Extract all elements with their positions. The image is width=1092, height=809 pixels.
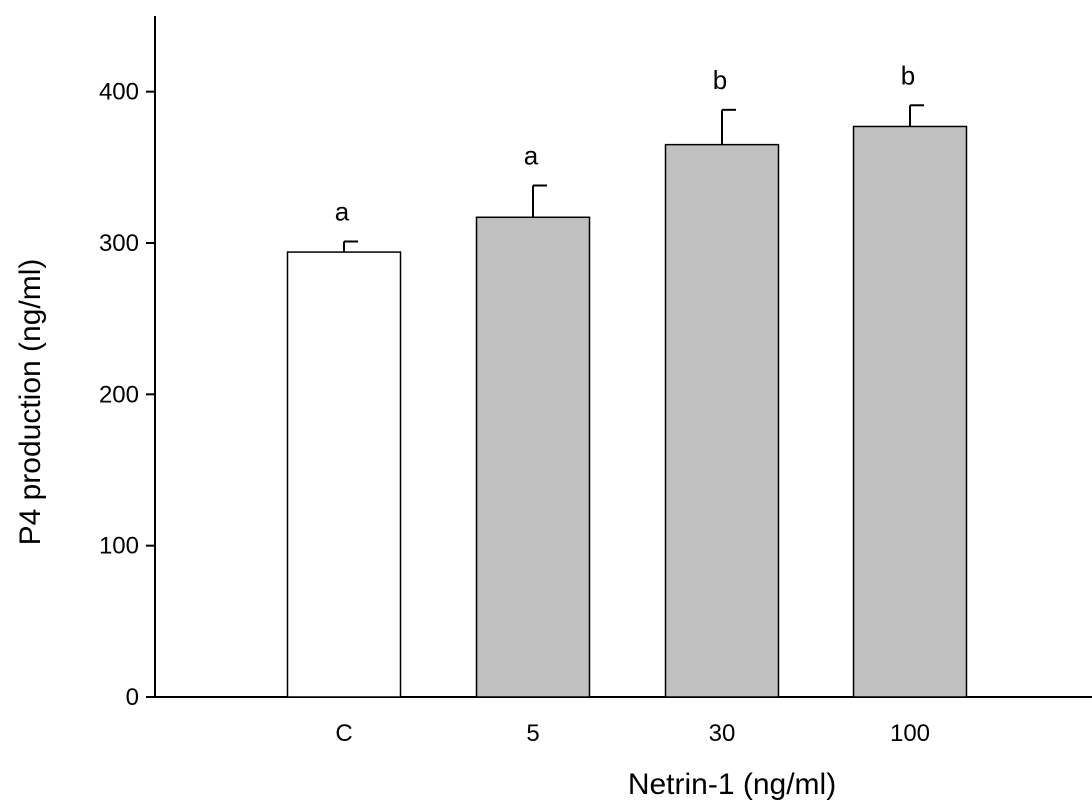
x-tick-label: C [335, 720, 352, 747]
x-tick-label: 5 [526, 720, 539, 747]
bars: a a b b [286, 60, 968, 698]
significance-label: a [335, 196, 350, 226]
x-tick-label: 30 [709, 720, 736, 747]
y-tick-label: 400 [99, 79, 139, 106]
bar [852, 125, 968, 698]
y-tick-label: 200 [99, 381, 139, 408]
y-axis-title: P4 production (ng/ml) [14, 259, 47, 546]
y-axis: 0 100 200 300 400 [99, 16, 156, 711]
y-tick-label: 100 [99, 533, 139, 560]
y-tick-label: 300 [99, 230, 139, 257]
significance-label: a [524, 140, 539, 170]
bar [286, 251, 402, 698]
bar [664, 143, 780, 698]
significance-label: b [713, 65, 727, 95]
x-axis-title: Netrin-1 (ng/ml) [628, 768, 836, 801]
x-axis: C 5 30 100 [155, 696, 1092, 747]
x-tick-label: 100 [890, 720, 930, 747]
significance-label: b [901, 60, 915, 90]
bar [475, 216, 591, 698]
y-tick-label: 0 [126, 684, 139, 711]
